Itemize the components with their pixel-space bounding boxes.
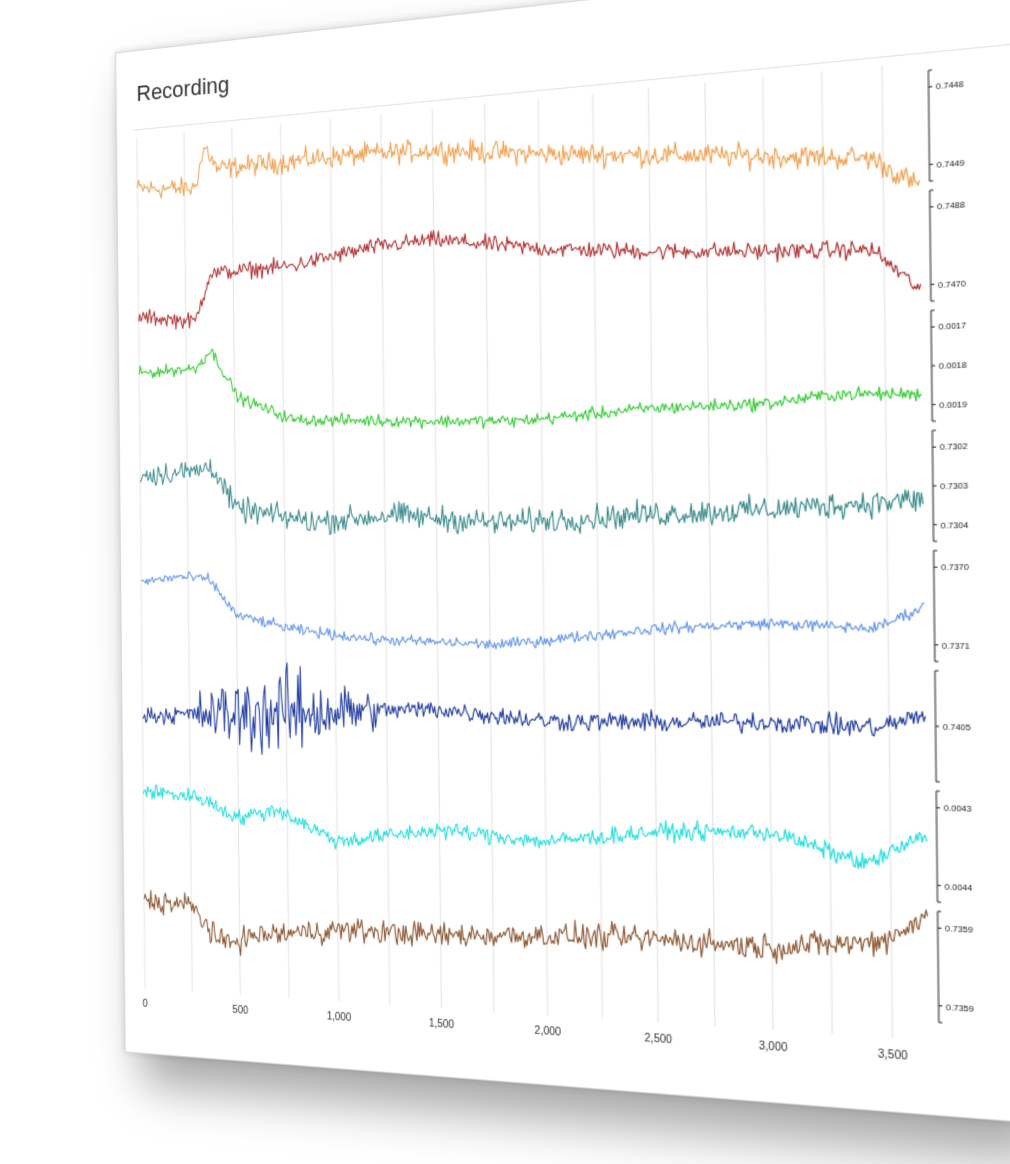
series-scale: 0.7405 <box>935 671 971 783</box>
scale-label: 0.7371 <box>942 640 970 651</box>
scale-label: 0.7359 <box>945 924 973 936</box>
x-tick-label: 0 <box>143 998 149 1010</box>
series-scale: 0.7488 0.7470 <box>930 188 966 301</box>
series-scale: 0.7370 0.7371 <box>934 550 970 662</box>
series-channel-5: 0.7370 0.7371 <box>141 550 970 662</box>
grid-line <box>593 93 603 1018</box>
series-channel-8: 0.7359 0.7359 <box>144 875 974 1024</box>
grid-line <box>882 66 893 1038</box>
series-scale: 0.0017 0.0018 0.0019 <box>931 308 967 421</box>
series-scale: 0.7302 0.7303 0.7304 <box>932 429 968 541</box>
grid-line <box>822 71 832 1034</box>
grid-line <box>538 99 547 1015</box>
series-line <box>139 310 922 441</box>
grid-line <box>232 128 240 995</box>
series-scale: 0.0043 0.0044 <box>936 791 972 904</box>
series-line <box>141 562 925 649</box>
scale-label: 0.0043 <box>944 803 972 814</box>
scale-label: 0.7488 <box>937 200 965 213</box>
grid-line <box>281 124 290 999</box>
scale-label: 0.7370 <box>941 562 969 573</box>
series-channel-3: 0.0017 0.0018 0.0019 <box>139 308 967 450</box>
scale-label: 0.7405 <box>943 722 971 733</box>
grid-line <box>763 77 773 1030</box>
series-channel-4: 0.7302 0.7303 0.7304 <box>140 429 969 554</box>
x-tick-label: 3,500 <box>878 1048 909 1063</box>
grid-line <box>330 119 339 1002</box>
panel-title: Recording <box>136 71 229 107</box>
x-tick-label: 1,000 <box>327 1011 352 1024</box>
series-channel-2: 0.7488 0.7470 <box>138 188 966 346</box>
grid-line <box>184 133 192 992</box>
series-line <box>144 875 928 995</box>
x-tick-label: 1,500 <box>429 1018 455 1032</box>
grid-line <box>705 83 715 1027</box>
x-tick-label: 2,500 <box>645 1032 673 1046</box>
series-channel-7: 0.0043 0.0044 <box>143 772 973 904</box>
grid-line <box>137 137 145 988</box>
grid-lines <box>137 66 893 1038</box>
series-line <box>142 662 926 768</box>
scale-label: 0.7304 <box>941 519 969 530</box>
scale-label: 0.0017 <box>938 320 966 332</box>
scale-label: 0.7303 <box>940 480 968 491</box>
series-line <box>137 80 919 245</box>
series-channel-1: 0.7448 0.7449 <box>137 67 965 245</box>
scale-label: 0.0018 <box>939 359 967 371</box>
series-line <box>140 435 923 542</box>
series-scale: 0.7448 0.7449 <box>928 67 964 181</box>
recording-chart: 0.74480.74490.74880.74700.00170.00180.00… <box>117 48 1010 1120</box>
scale-label: 0.7448 <box>936 79 964 92</box>
scale-label: 0.0019 <box>939 398 967 410</box>
series-scale: 0.7359 0.7359 <box>938 911 974 1024</box>
scale-label: 0.7302 <box>940 441 968 452</box>
scale-label: 0.0044 <box>945 881 973 893</box>
series-line <box>138 194 921 335</box>
series-channel-6: 0.7405 <box>142 662 971 782</box>
scale-label: 0.7449 <box>937 157 965 170</box>
grid-line <box>648 88 658 1022</box>
x-tick-label: 3,000 <box>759 1040 788 1055</box>
series-line <box>143 784 927 871</box>
x-tick-label: 2,000 <box>535 1025 562 1039</box>
x-axis: 0 500 1,000 1,500 2,000 2,500 3,000 3,500 <box>143 998 909 1063</box>
recording-panel: Recording 0.7448 0.7449 0.7488 0.7470 0.0017… <box>115 0 1010 1123</box>
scale-label: 0.7470 <box>938 278 966 290</box>
x-tick-label: 500 <box>232 1005 248 1018</box>
scale-label: 0.7359 <box>946 1001 974 1013</box>
